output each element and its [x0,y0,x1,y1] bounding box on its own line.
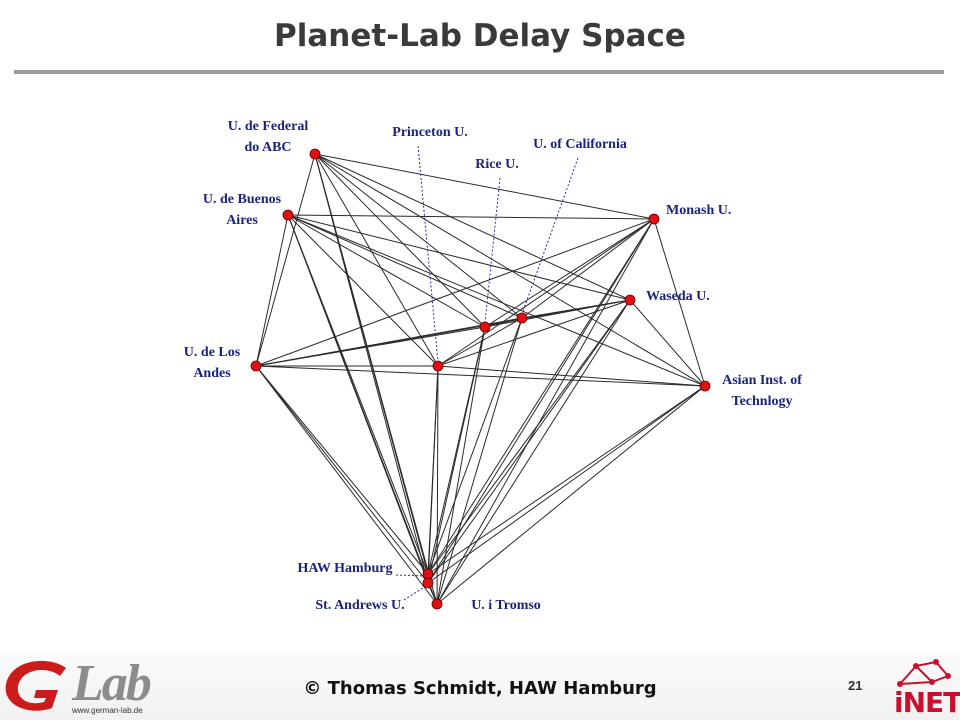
glab-wordmark: Lab [72,655,152,712]
edge-abc-california [314,153,523,319]
label-hamburg: HAW Hamburg [297,561,392,576]
edge-buenos-waseda [287,214,631,301]
edge-asian-tromso [436,385,706,605]
edge-waseda-hamburg [427,299,631,575]
leader-hamburg [395,574,427,577]
edge-buenos-princeton [287,214,439,367]
edge-asian-standrews [427,385,706,584]
inet-wordmark: iNET [894,686,960,719]
graph-edges [255,153,706,605]
glab-logo: Lab www.german-lab.de [0,654,175,718]
edge-waseda-tromso [436,299,631,605]
edge-california-waseda [521,299,631,319]
slide-title: Planet-Lab Delay Space [274,18,686,54]
edge-princeton-waseda [437,299,631,367]
edge-princeton-tromso [436,365,439,605]
glab-g-icon [5,660,66,711]
leader-standrews [403,585,427,601]
label-california: U. of California [533,137,627,152]
edge-buenos-tromso [287,214,438,605]
edge-rice-tromso [436,326,486,605]
edge-rice-monash [484,218,655,328]
edge-princeton-monash [437,218,655,367]
footer-band [0,652,960,720]
edge-monash-asian [653,218,706,387]
node-standrews [422,577,434,589]
label-andes: U. de Los Andes [184,345,241,381]
label-leader-lines [395,145,579,601]
edge-andes-hamburg [255,365,429,575]
edge-buenos-monash [287,214,655,220]
label-rice: Rice U. [475,157,519,172]
edge-princeton-california [437,317,523,367]
edge-buenos-asian [287,214,706,387]
node-monash [648,213,660,225]
node-princeton [432,360,444,372]
edge-andes-monash [255,218,655,367]
edge-princeton-asian [437,365,706,387]
graph-labels: U. de Federal do ABC U. de Buenos Aires U. d… [184,119,802,613]
edge-rice-standrews [427,326,486,584]
edge-asian-hamburg [427,385,706,575]
edge-buenos-andes [255,214,289,367]
label-buenos: U. de Buenos Aires [203,192,282,228]
footer-copyright: © Thomas Schmidt, HAW Hamburg [303,678,657,699]
edge-abc-princeton [314,153,439,367]
edge-california-hamburg [427,317,523,575]
edge-abc-waseda [314,153,631,301]
node-waseda [624,294,636,306]
edge-waseda-standrews [427,299,631,584]
node-hamburg [422,568,434,580]
edge-andes-waseda [255,299,631,367]
label-tromso: U. i Tromso [471,598,541,613]
label-waseda: Waseda U. [646,289,710,304]
edge-monash-tromso [436,218,655,605]
node-abc [309,148,321,160]
edge-california-tromso [436,317,523,605]
leader-california [521,157,579,315]
node-california [516,312,528,324]
edge-rice-california [484,317,523,328]
inet-logo: iNET [892,656,960,719]
node-rice [479,321,491,333]
leader-princeton [417,145,439,363]
title-divider [14,70,944,74]
edge-andes-asian [255,365,706,387]
edge-abc-andes [255,153,316,367]
node-asian [699,380,711,392]
node-andes [250,360,262,372]
edge-california-monash [521,218,655,319]
edge-princeton-standrews [427,365,439,584]
edge-buenos-rice [287,214,486,328]
graph-nodes [250,148,711,610]
label-monash: Monash U. [666,203,731,218]
edge-waseda-asian [629,299,706,387]
edge-abc-tromso [314,153,438,605]
edge-abc-monash [314,153,655,220]
edge-monash-hamburg [427,218,655,575]
label-standrews: St. Andrews U. [315,598,404,613]
node-buenos [282,209,294,221]
node-tromso [431,598,443,610]
page-number: 21 [848,678,863,693]
glab-url: www.german-lab.de [72,706,143,715]
edge-abc-standrews [314,153,429,584]
label-princeton: Princeton U. [392,125,467,140]
edge-andes-standrews [255,365,429,584]
edge-abc-rice [314,153,486,328]
leader-rice [484,177,501,324]
label-asian: Asian Inst. of Technlogy [722,373,802,409]
label-abc: U. de Federal do ABC [228,119,309,155]
edge-andes-tromso [255,365,438,605]
inet-network-icon [897,659,951,687]
edge-buenos-california [287,214,523,319]
